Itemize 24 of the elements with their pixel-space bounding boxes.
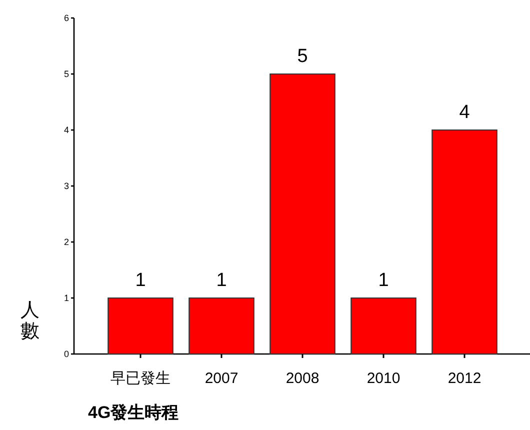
bar xyxy=(350,298,416,354)
bar xyxy=(108,298,174,354)
data-label: 1 xyxy=(378,270,389,291)
bar xyxy=(188,298,254,354)
y-axis-title: 人數 xyxy=(20,300,40,342)
bar xyxy=(270,74,336,354)
x-tick-label: 2012 xyxy=(448,370,482,387)
y-tick-label: 0 xyxy=(64,349,69,359)
data-label: 1 xyxy=(135,270,146,291)
y-tick-label: 1 xyxy=(64,293,69,303)
y-tick-label: 5 xyxy=(64,69,69,79)
x-tick-label: 2010 xyxy=(366,370,400,387)
x-tick-label: 2007 xyxy=(204,370,238,387)
y-tick-label: 6 xyxy=(64,13,69,23)
bar xyxy=(432,130,498,354)
y-tick-label: 2 xyxy=(64,237,69,247)
x-tick-label: 2008 xyxy=(286,370,320,387)
y-tick-label: 4 xyxy=(64,125,69,135)
data-label: 5 xyxy=(297,46,308,67)
x-tick-label: 早已發生 xyxy=(110,370,170,387)
x-axis-title: 4G發生時程 xyxy=(88,403,179,422)
data-label: 1 xyxy=(216,270,227,291)
y-tick-label: 3 xyxy=(64,181,69,191)
data-label: 4 xyxy=(459,102,470,123)
